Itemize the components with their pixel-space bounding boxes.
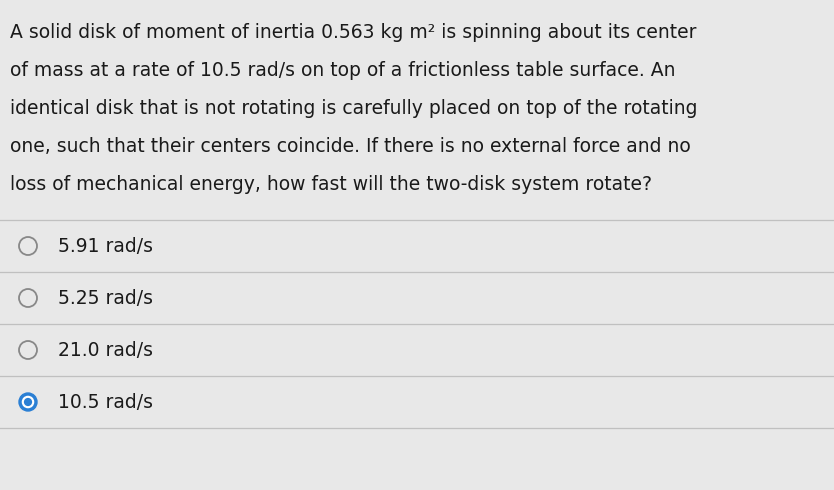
Text: of mass at a rate of 10.5 rad/s on top of a frictionless table surface. An: of mass at a rate of 10.5 rad/s on top o…	[10, 60, 676, 79]
Text: 5.25 rad/s: 5.25 rad/s	[58, 289, 153, 308]
Text: one, such that their centers coincide. If there is no external force and no: one, such that their centers coincide. I…	[10, 137, 691, 155]
Text: identical disk that is not rotating is carefully placed on top of the rotating: identical disk that is not rotating is c…	[10, 98, 697, 118]
Circle shape	[19, 393, 37, 411]
Text: 21.0 rad/s: 21.0 rad/s	[58, 341, 153, 360]
Text: 5.91 rad/s: 5.91 rad/s	[58, 237, 153, 255]
Text: A solid disk of moment of inertia 0.563 kg m² is spinning about its center: A solid disk of moment of inertia 0.563 …	[10, 23, 696, 42]
Text: loss of mechanical energy, how fast will the two-disk system rotate?: loss of mechanical energy, how fast will…	[10, 174, 652, 194]
Circle shape	[23, 396, 33, 408]
Circle shape	[24, 398, 32, 405]
Text: 10.5 rad/s: 10.5 rad/s	[58, 392, 153, 412]
